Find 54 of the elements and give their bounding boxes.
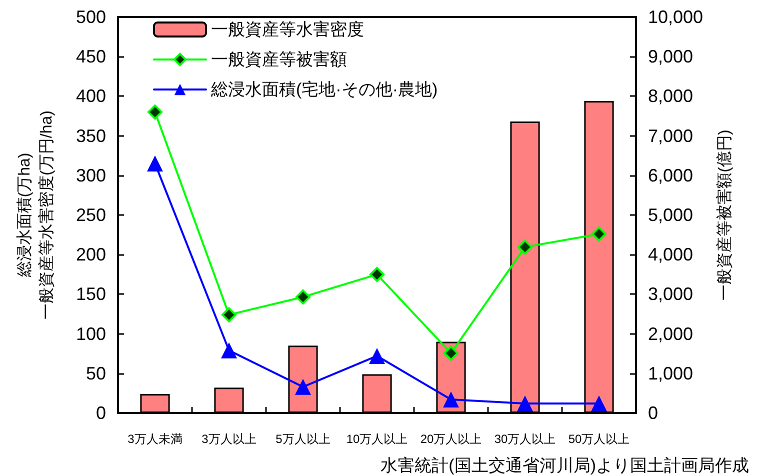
- y-tick-label: 500: [76, 7, 106, 27]
- legend-label: 一般資産等水害密度: [211, 20, 364, 39]
- y2-tick-label: 10,000: [648, 7, 704, 27]
- y-tick-label: 200: [76, 244, 106, 265]
- point: [518, 240, 532, 255]
- bar: [510, 122, 540, 413]
- legend-label: 総浸水面積(宅地·その他·農地): [210, 80, 438, 99]
- y2-tick-label: 1,000: [648, 363, 694, 384]
- y2-axis-title: 一般資産等被害額(億円): [715, 130, 734, 300]
- legend-label: 一般資産等被害額: [211, 50, 347, 69]
- y2-tick-label: 9,000: [648, 46, 694, 67]
- y-tick-label: 100: [76, 324, 106, 344]
- y2-tick-label: 2,000: [648, 324, 694, 344]
- y2-tick-label: 7,000: [648, 126, 694, 146]
- point: [592, 226, 606, 242]
- point: [296, 289, 310, 304]
- y-tick-label: 150: [76, 284, 106, 304]
- y2-tick-label: 0: [648, 403, 658, 423]
- y2-tick-label: 4,000: [648, 244, 694, 265]
- text: 水害統計(国土交通省河川局)より国土計画局作成: [380, 456, 750, 475]
- point: [443, 392, 459, 408]
- x-tick-label: 30万人以上: [494, 432, 556, 446]
- bar: [214, 388, 244, 413]
- y-tick-label: 450: [76, 46, 106, 67]
- y-tick-label: 300: [76, 165, 106, 186]
- x-tick-label: 50万人以上: [568, 432, 630, 446]
- x-tick-label: 5万人以上: [276, 432, 330, 446]
- x-tick-label: 10万人以上: [346, 432, 408, 446]
- y-tick-label: 400: [76, 86, 106, 106]
- y-axis-title: 総浸水面積(万ha) 一般資産等水害密度(万円/ha): [16, 110, 56, 320]
- bar: [362, 374, 392, 413]
- x-tick-label: 3万人以上: [202, 432, 256, 446]
- point: [370, 266, 384, 282]
- point: [147, 156, 163, 172]
- point: [222, 307, 236, 322]
- x-tick-label: 3万人未満: [128, 432, 182, 446]
- y2-tick-label: 8,000: [648, 86, 694, 106]
- point: [148, 104, 162, 120]
- bar: [140, 394, 170, 413]
- y-tick-label: 50: [86, 363, 106, 384]
- y-tick-label: 0: [96, 403, 106, 423]
- y2-tick-label: 6,000: [648, 165, 694, 186]
- bar: [584, 100, 614, 413]
- x-tick-label: 20万人以上: [420, 432, 482, 446]
- y-tick-label: 250: [76, 205, 106, 225]
- point: [591, 395, 607, 412]
- y-tick-label: 350: [76, 126, 106, 146]
- point: [295, 378, 311, 395]
- point: [369, 348, 385, 364]
- y2-tick-label: 3,000: [648, 284, 694, 304]
- y2-tick-label: 5,000: [648, 205, 694, 225]
- point: [221, 342, 237, 358]
- point: [444, 346, 458, 361]
- point: [517, 395, 533, 412]
